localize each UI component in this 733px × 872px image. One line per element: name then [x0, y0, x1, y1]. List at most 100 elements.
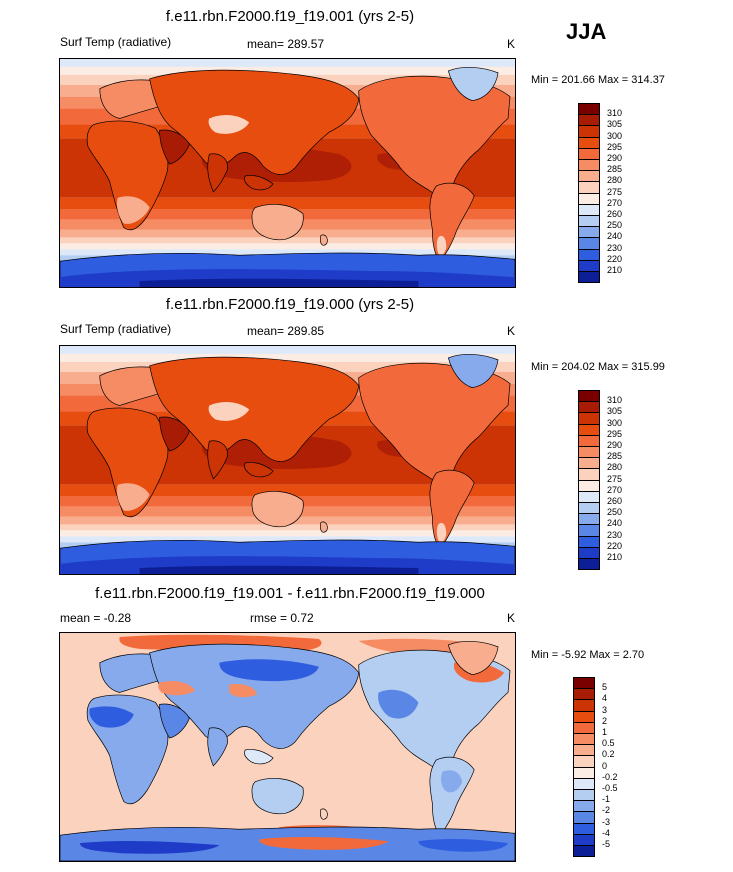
colorbar-tick-label: 230	[607, 242, 623, 253]
temperature-band	[60, 524, 515, 531]
antarctic-cold-anomaly	[418, 839, 509, 852]
colorbar-tick-label: 2	[602, 715, 608, 726]
colorbar-tick-label: -3	[602, 816, 611, 827]
panel2-minmax-label: Min = 204.02 Max = 315.99	[531, 361, 665, 373]
panel1-colorbar: 310 305 300 295 290 285 280 275 270 260 250 240 230 2…	[578, 103, 638, 284]
colorbar-tick-label: -2	[602, 805, 611, 816]
colorbar-tick-label: 300	[607, 417, 623, 428]
colorbar-tick-label: 0	[602, 760, 608, 771]
colorbar-tick-label: -1	[602, 794, 611, 805]
temperature-band	[60, 59, 515, 67]
panel3-map-field	[60, 633, 515, 861]
colorbar-tick-label: 280	[607, 175, 623, 186]
antarctic-warm-anomaly	[259, 837, 389, 850]
panel2-colorbar: 310 305 300 295 290 285 280 275 270 260 250 240 230 2…	[578, 390, 638, 571]
tibet-cold-region	[208, 115, 250, 134]
southern-africa-cool	[116, 483, 150, 511]
india	[207, 727, 228, 767]
colorbar-tick-label: 4	[602, 693, 608, 704]
panel3-unit-label: K	[507, 611, 516, 625]
panel3-minmax-label: Min = -5.92 Max = 2.70	[531, 649, 645, 661]
temperature-band	[60, 530, 515, 537]
colorbar-tick-label: 3	[602, 704, 608, 715]
continent-africa	[86, 120, 169, 231]
continent-africa	[86, 407, 169, 518]
asia-warm-anomaly	[229, 684, 258, 698]
greenland	[447, 353, 499, 388]
continent-australia	[251, 778, 304, 815]
continent-asia	[149, 69, 360, 175]
continent-australia	[251, 491, 304, 528]
colorbar-tick-label: 0.5	[602, 738, 615, 749]
colorbar-tick-label: 285	[607, 451, 623, 462]
panel2-mean-label: mean= 289.85	[247, 324, 325, 338]
antarctic-cold-anomaly	[79, 840, 220, 854]
panel2-unit-label: K	[507, 324, 516, 338]
panel2-title: f.e11.rbn.F2000.f19_f19.000 (yrs 2-5)	[165, 296, 415, 313]
maritime-continent	[244, 462, 274, 478]
colorbar-tick-label: 260	[607, 496, 623, 506]
colorbar-tick-label: 230	[607, 529, 623, 540]
temperature-band	[60, 243, 515, 250]
asia-cold-anomaly	[219, 659, 319, 682]
season-label: JJA	[566, 19, 607, 44]
india	[207, 440, 228, 480]
continent-south-america	[429, 756, 475, 836]
panel1-unit-label: K	[507, 37, 516, 51]
colorbar-tick-label: 290	[607, 153, 623, 163]
colorbar-tick-label: 310	[607, 108, 623, 119]
colorbar-tick-label: 305	[607, 406, 623, 417]
new-zealand	[320, 234, 328, 246]
sa-anomaly	[441, 770, 463, 793]
continent-asia	[149, 356, 360, 462]
colorbar-tick-label: 210	[607, 265, 623, 275]
colorbar-tick-label: 210	[607, 552, 623, 562]
na-cold-anomaly	[378, 689, 419, 719]
colorbar-tick-label: 270	[607, 197, 623, 208]
panel1-mean-label: mean= 289.57	[247, 37, 325, 51]
tibet-cold-region	[208, 402, 250, 421]
colorbar-tick-label: 250	[607, 220, 623, 231]
andes-cool	[436, 522, 447, 543]
maritime-continent	[244, 749, 274, 765]
panel3-colorbar: 5 4 3 2 1 0.5 0.2 0 -0.2 -0.5 -1 -2 -3 -4 -5	[573, 677, 633, 858]
colorbar-tick-label: 220	[607, 540, 623, 551]
arabia	[159, 703, 190, 739]
panel3-mean-label: mean = -0.28	[60, 611, 132, 625]
maritime-continent	[244, 175, 274, 191]
panel2-map-field	[60, 346, 515, 574]
colorbar-tick-label: 305	[607, 119, 623, 130]
greenland	[447, 66, 499, 101]
temperature-band	[60, 484, 515, 497]
temperature-band	[60, 346, 515, 354]
colorbar-tick-label: 250	[607, 507, 623, 518]
panel1-minmax-label: Min = 201.66 Max = 314.37	[531, 74, 665, 86]
colorbar-tick-label: 0.2	[602, 749, 615, 760]
colorbar-tick-label: 5	[602, 682, 608, 693]
antarctic-interior	[139, 565, 419, 574]
arabia	[159, 129, 190, 165]
arabia	[159, 416, 190, 452]
continent-australia	[251, 204, 304, 241]
colorbar-tick-label: 285	[607, 164, 623, 175]
southern-africa-cool	[116, 196, 150, 224]
colorbar-tick-label: 280	[607, 462, 623, 473]
panel3-rmse-label: rmse = 0.72	[250, 611, 314, 625]
colorbar-tick-label: 310	[607, 395, 623, 406]
panel3-map	[59, 632, 516, 862]
panel3-title: f.e11.rbn.F2000.f19_f19.001 - f.e11.rbn.…	[95, 585, 485, 602]
panel1-map	[59, 58, 516, 288]
colorbar-tick-label: 295	[607, 428, 623, 439]
andes-cool	[436, 235, 447, 256]
colorbar-tick-label: 300	[607, 130, 623, 141]
colorbar-tick-label: 295	[607, 141, 623, 152]
colorbar-tick-label: -4	[602, 827, 611, 838]
colorbar-swatch	[578, 271, 600, 284]
colorbar-tick-label: -0.2	[602, 771, 618, 782]
colorbar-tick-label: 290	[607, 440, 623, 450]
antarctic-interior	[139, 278, 419, 287]
india	[207, 153, 228, 193]
greenland	[447, 640, 499, 675]
colorbar-swatch	[578, 558, 600, 571]
colorbar-tick-label: 240	[607, 231, 623, 242]
